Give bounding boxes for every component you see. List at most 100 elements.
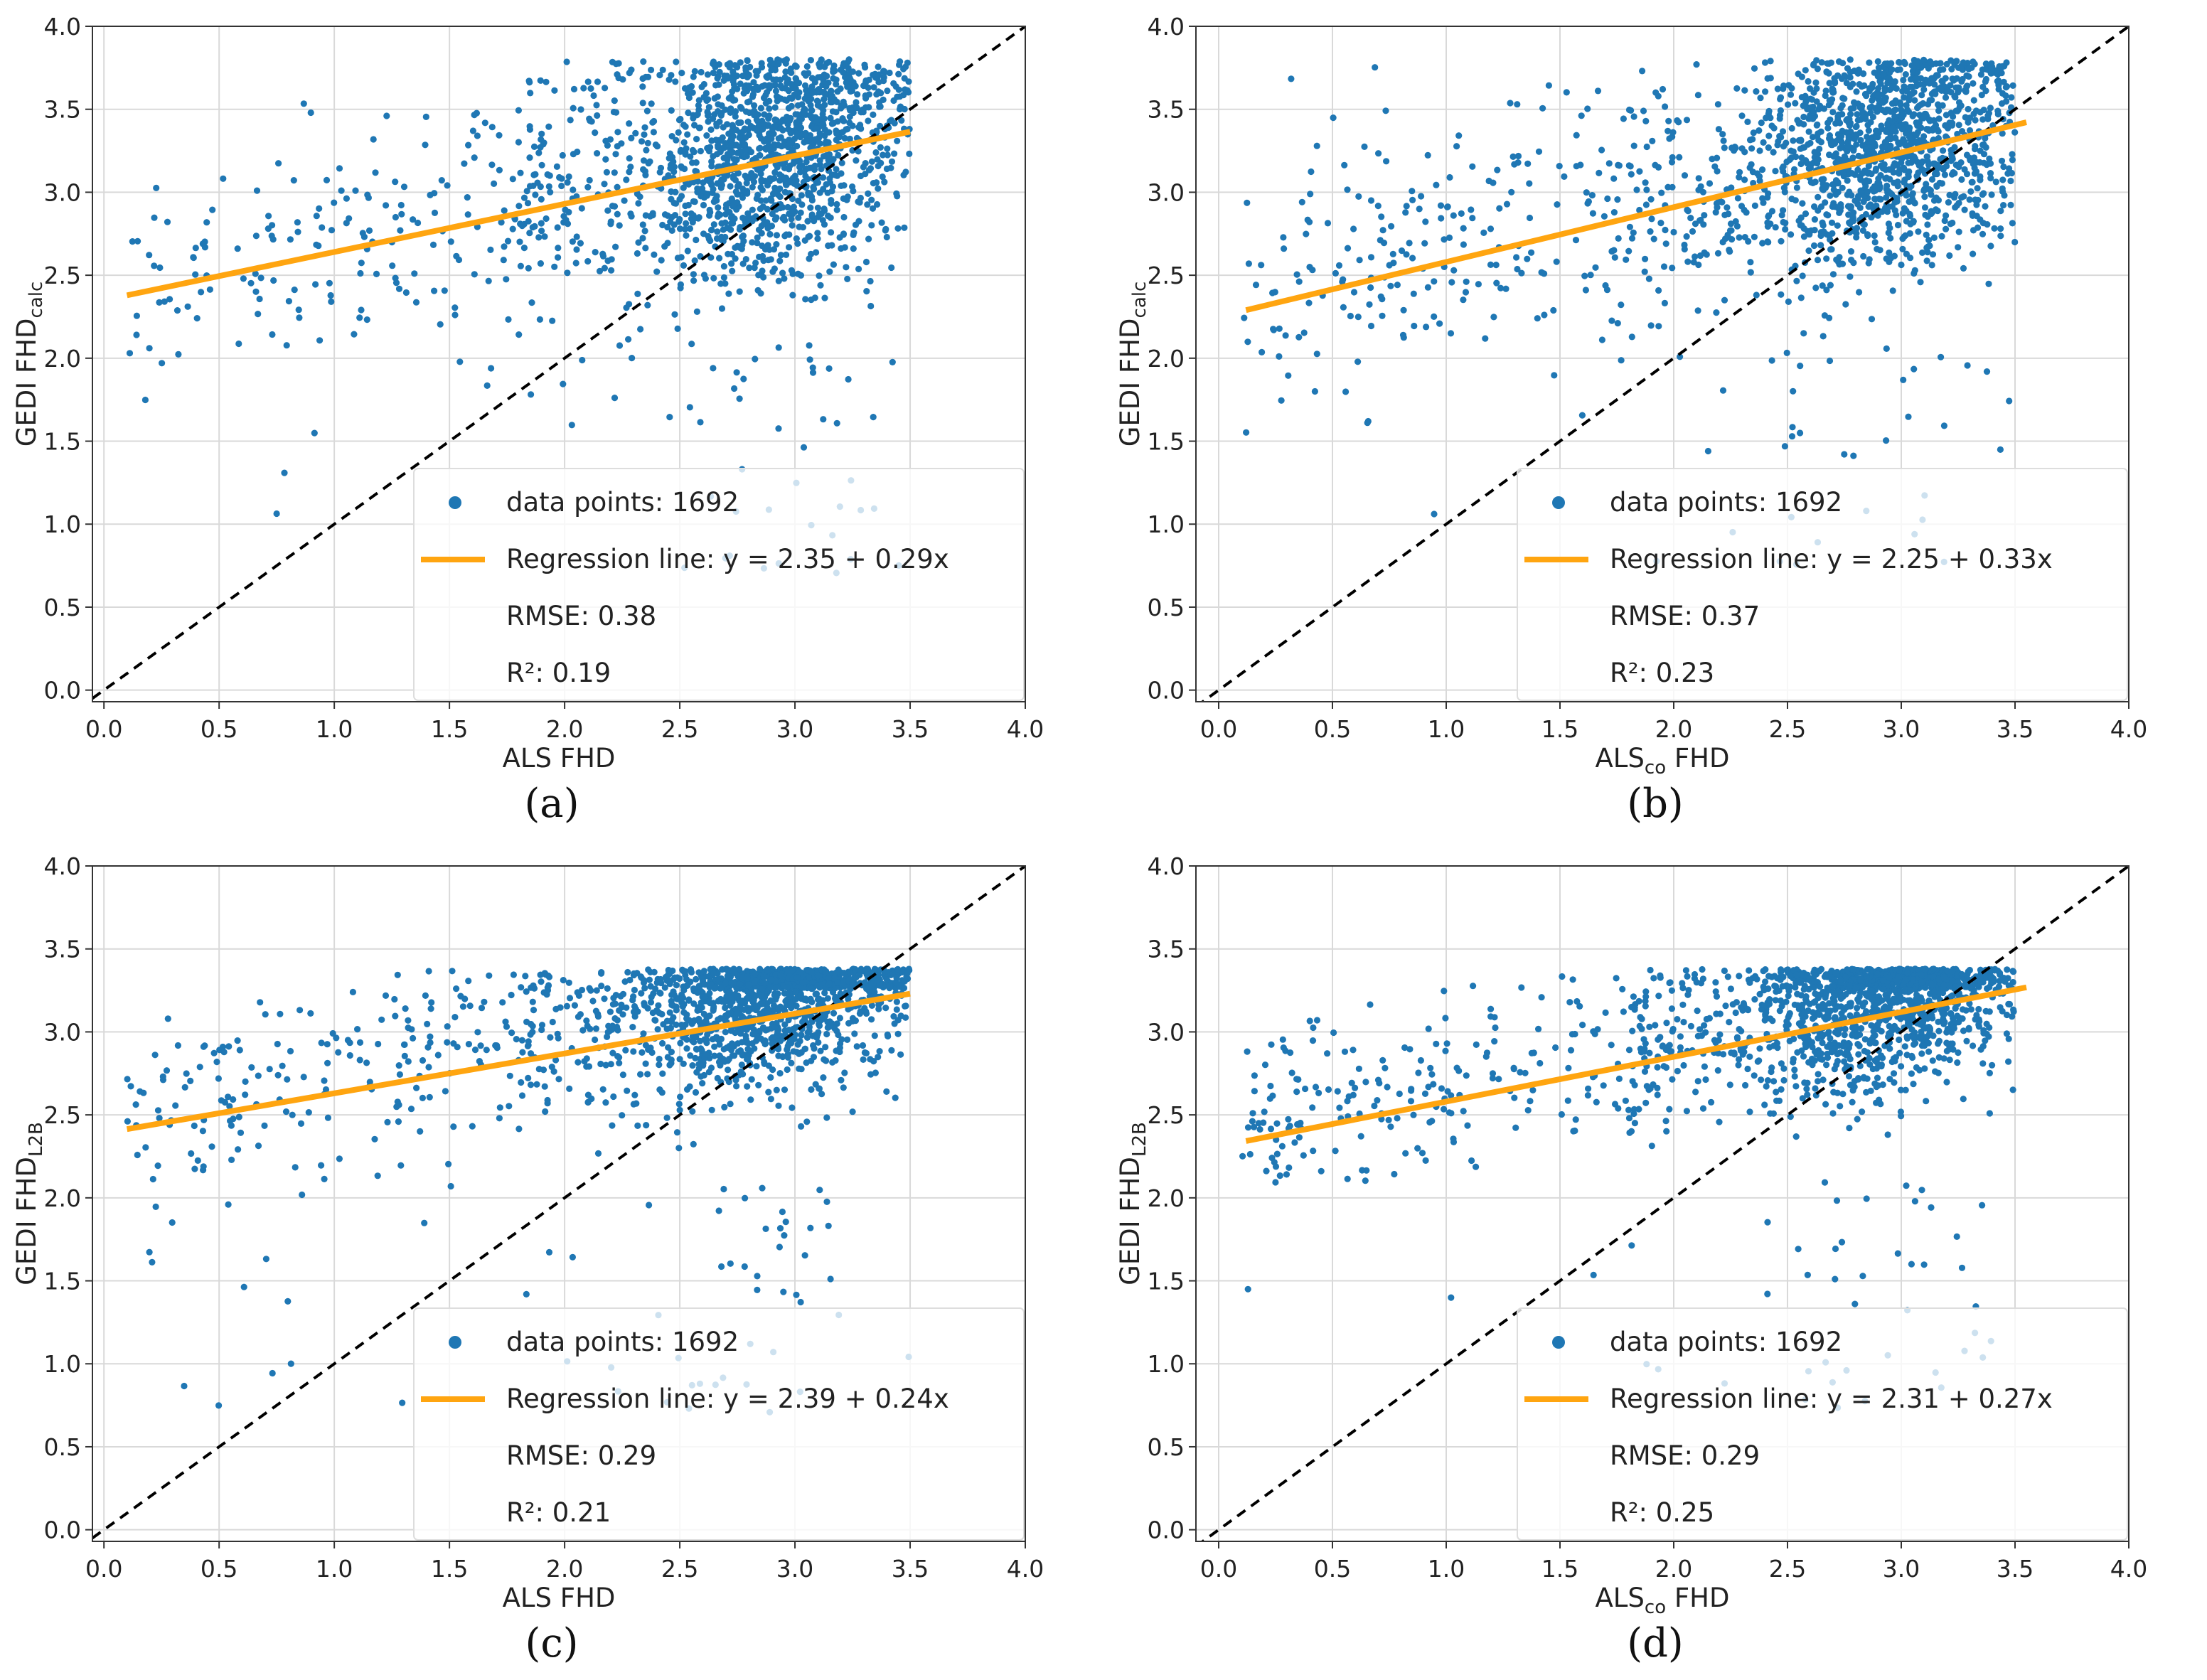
data-point [1987,170,1994,177]
data-point [727,1002,734,1009]
data-point [828,87,835,95]
data-point [1863,92,1870,100]
data-point [510,971,518,978]
data-point [1861,193,1868,200]
data-point [1980,190,1987,197]
data-point [640,157,648,164]
data-point [762,144,769,152]
data-point [322,1086,330,1093]
data-point [860,1056,867,1063]
data-point [538,978,545,985]
data-point [628,213,635,220]
legend-box [413,468,1025,701]
data-point [759,1184,766,1192]
data-point [1642,255,1649,262]
data-point [712,1034,719,1042]
data-point [1367,197,1375,204]
data-point [593,102,600,109]
data-point [545,123,552,130]
data-point [523,188,530,195]
data-point [855,70,862,77]
data-point [560,977,567,984]
data-point [1300,329,1308,336]
data-point [541,1083,548,1090]
data-point [515,107,523,114]
data-point [821,221,828,228]
data-point [666,1061,673,1069]
data-point [667,1024,675,1032]
data-point [885,1032,892,1040]
data-point [727,105,734,112]
data-point [894,93,901,100]
data-point [1437,202,1445,209]
y-axis-label: GEDI FHDcalc [11,282,47,447]
data-point [729,88,736,95]
data-point [328,298,335,305]
data-point [730,203,737,210]
data-point [640,166,647,173]
data-point [1736,234,1743,241]
data-point [675,1101,683,1108]
data-point [744,118,752,125]
data-point [757,105,764,112]
data-point [564,269,571,277]
data-point [208,1143,215,1150]
data-point [762,197,769,204]
data-point [606,136,614,143]
data-point [1971,170,1978,177]
data-point [1733,223,1741,230]
data-point [594,1150,602,1157]
data-point [802,296,809,303]
data-point [1867,119,1874,126]
data-point [1894,222,1902,229]
data-point [346,1052,353,1059]
data-point [1891,252,1898,260]
data-point [811,186,818,193]
data-point [1837,203,1844,211]
data-point [137,1088,144,1095]
data-point [626,301,633,308]
data-point [808,114,816,122]
data-point [713,197,720,204]
data-point [570,186,577,193]
data-point [668,1049,675,1056]
data-point [1341,161,1348,168]
data-point [1281,245,1288,252]
data-point [1675,119,1682,126]
data-point [1450,267,1458,274]
data-point [754,1273,761,1280]
data-point [163,1067,171,1074]
data-point [1526,180,1533,187]
data-point [331,199,338,206]
data-point [882,1005,889,1012]
data-point [717,280,725,287]
data-point [693,136,700,143]
data-point [555,254,562,261]
data-point [526,154,533,161]
data-point [545,973,553,980]
data-point [1728,227,1735,234]
data-point [786,117,793,124]
x-tick-label: 0.0 [85,715,122,743]
data-point [538,130,545,137]
data-point [1811,216,1818,223]
data-point [1823,255,1830,262]
data-point [748,1076,755,1083]
data-point [294,219,301,226]
data-point [714,75,721,82]
data-point [1889,287,1896,294]
data-point [392,213,400,221]
data-point [1979,230,1987,237]
data-point [739,194,746,201]
data-point [751,107,758,114]
data-point [680,184,687,191]
data-point [1453,143,1460,150]
data-point [1759,195,1766,202]
data-point [1379,312,1386,319]
data-point [774,164,781,171]
data-point [530,143,538,150]
data-point [321,1077,328,1084]
data-point [881,68,888,76]
data-point [1966,196,1973,203]
data-point [1379,227,1386,234]
